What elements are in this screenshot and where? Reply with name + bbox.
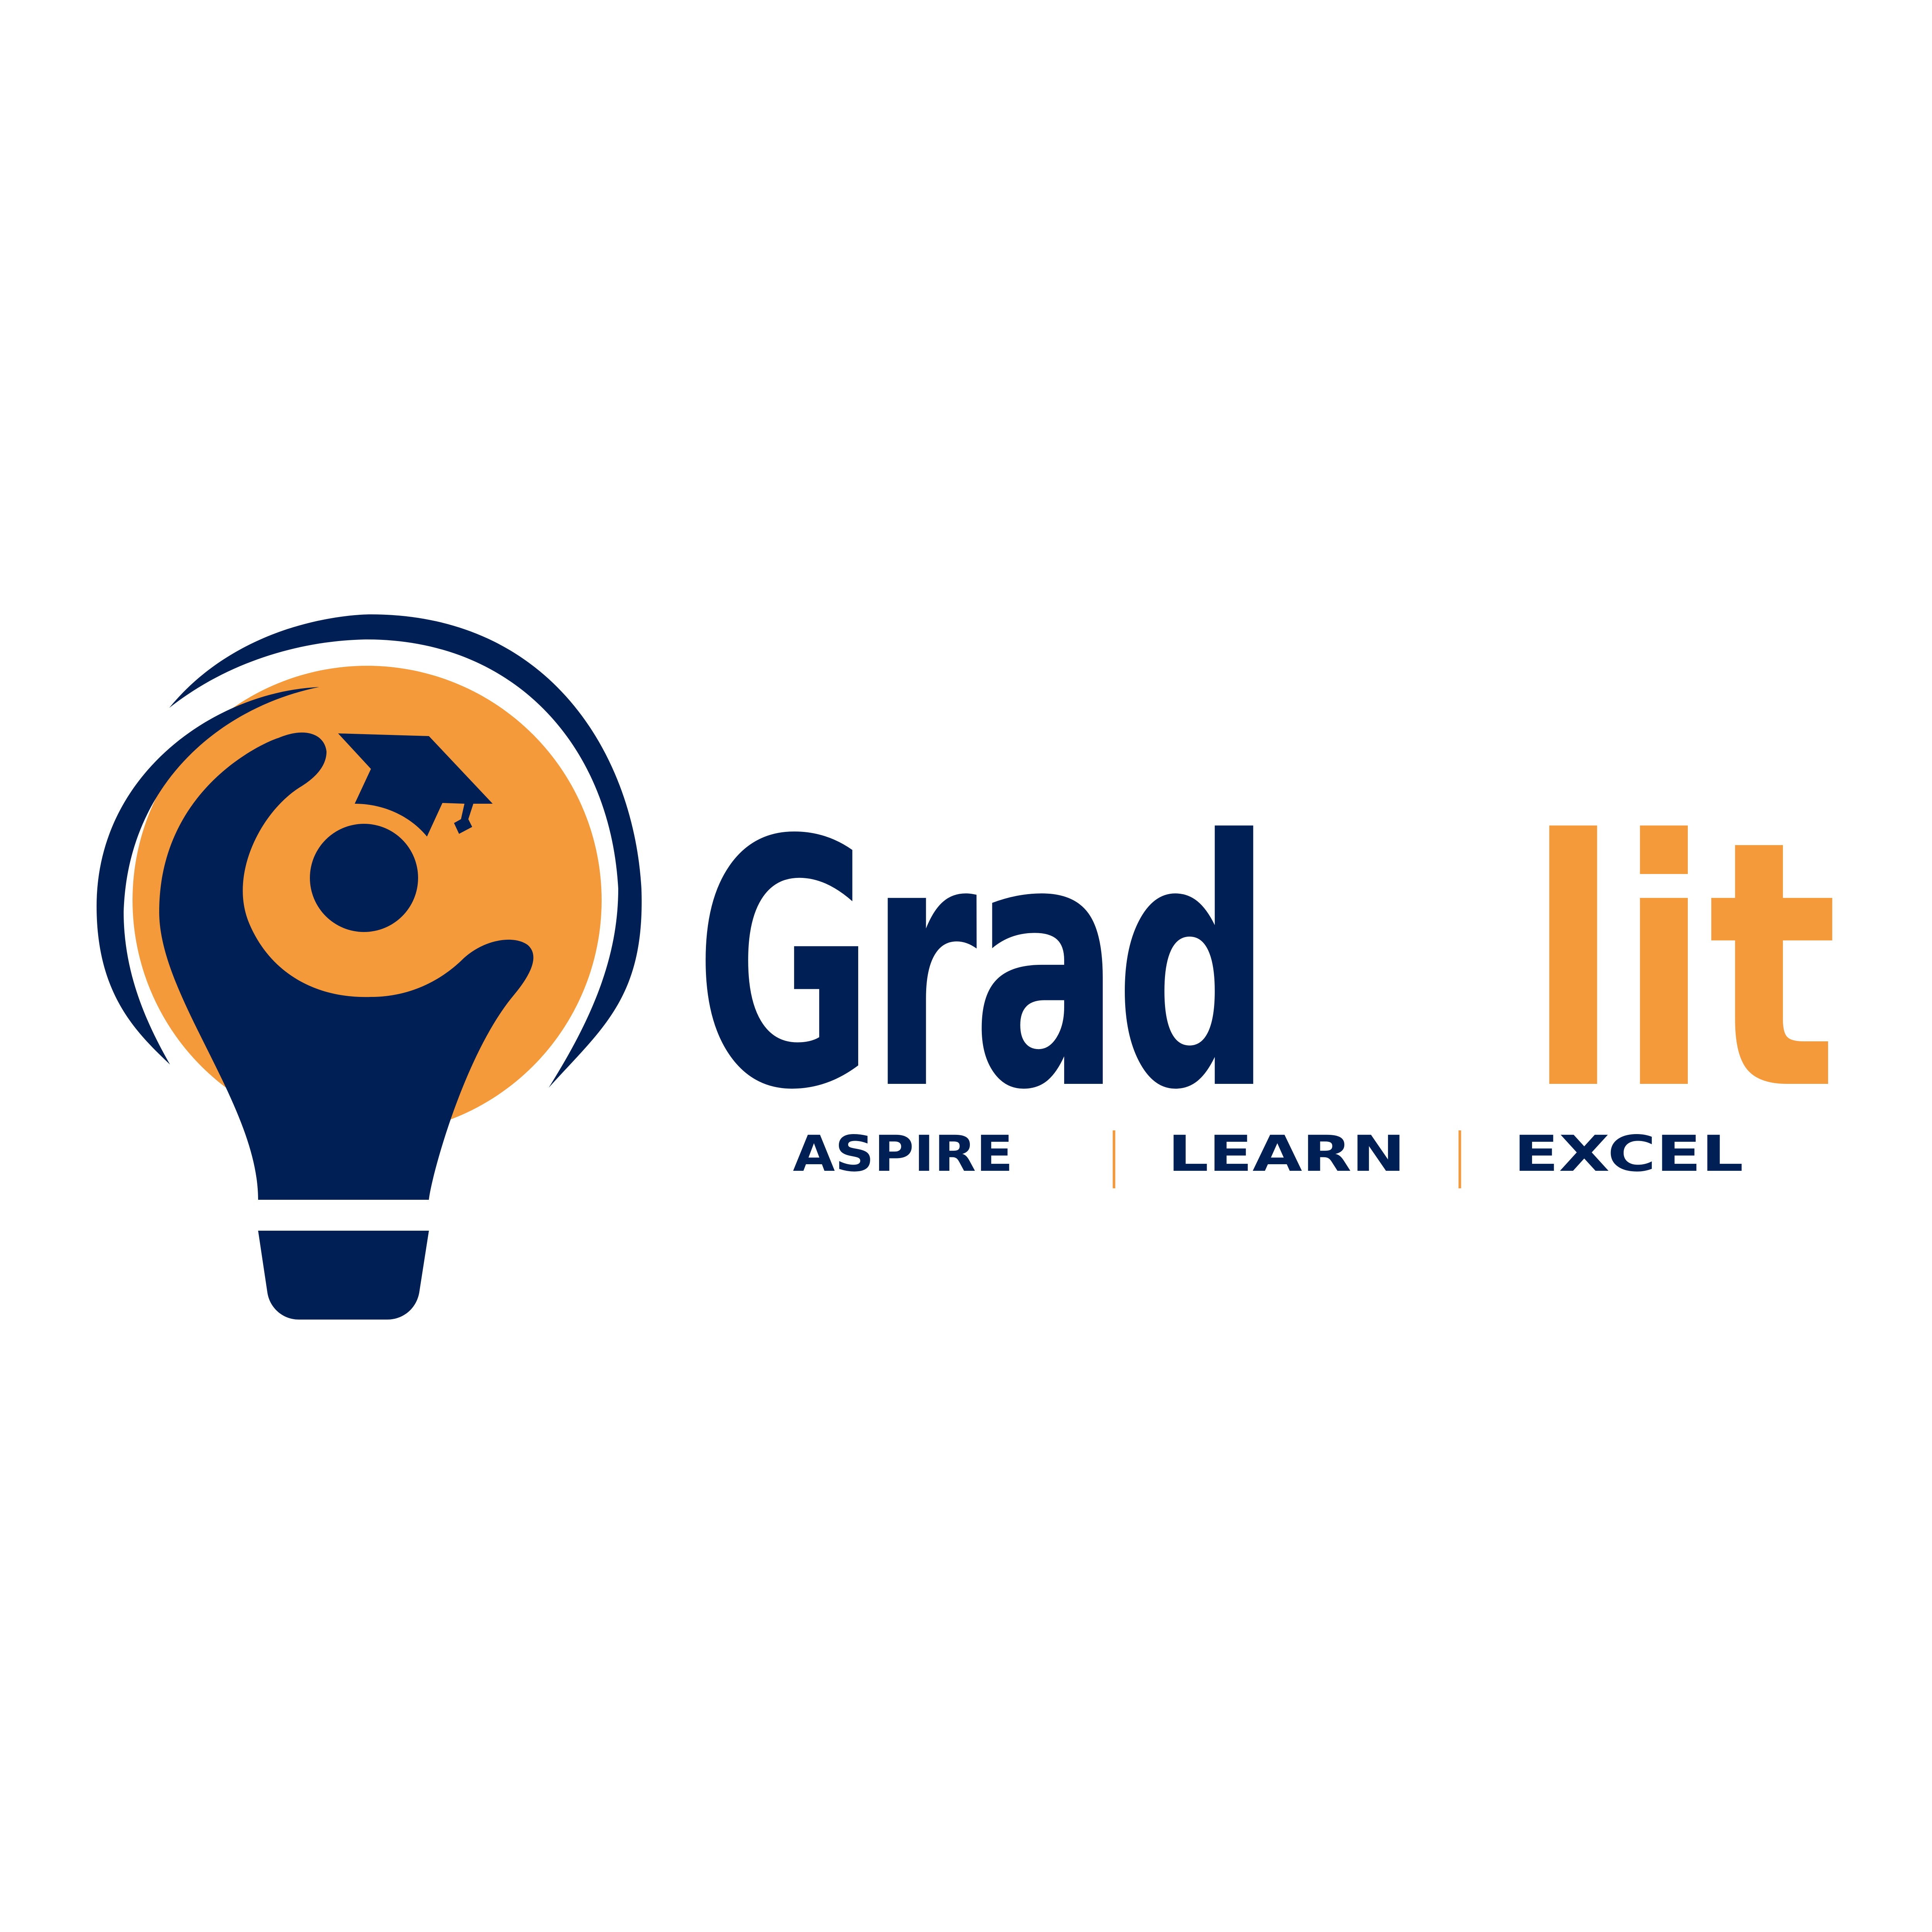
person-head: [310, 824, 418, 932]
brand-name-part2: lit: [1526, 768, 1836, 1164]
person-figure: [159, 732, 534, 1200]
tagline-word-aspire: ASPIRE: [793, 1125, 1013, 1183]
left-swoosh-arc: [97, 687, 319, 1065]
graduation-cap-icon: [338, 733, 493, 837]
tagline-word-excel: EXCEL: [1514, 1125, 1743, 1183]
tagline-separator-1: |: [1110, 1121, 1118, 1189]
brand-wordmark: Grad lit: [695, 768, 1840, 1164]
brand-name-part1: Grad: [695, 768, 1267, 1164]
bulb-base: [258, 1231, 429, 1320]
tagline-word-learn: LEARN: [1168, 1125, 1405, 1183]
tagline: ASPIRE | LEARN | EXCEL: [793, 1121, 1743, 1189]
tagline-separator-2: |: [1456, 1121, 1464, 1189]
lightbulb-graduate-icon: [97, 614, 642, 1320]
